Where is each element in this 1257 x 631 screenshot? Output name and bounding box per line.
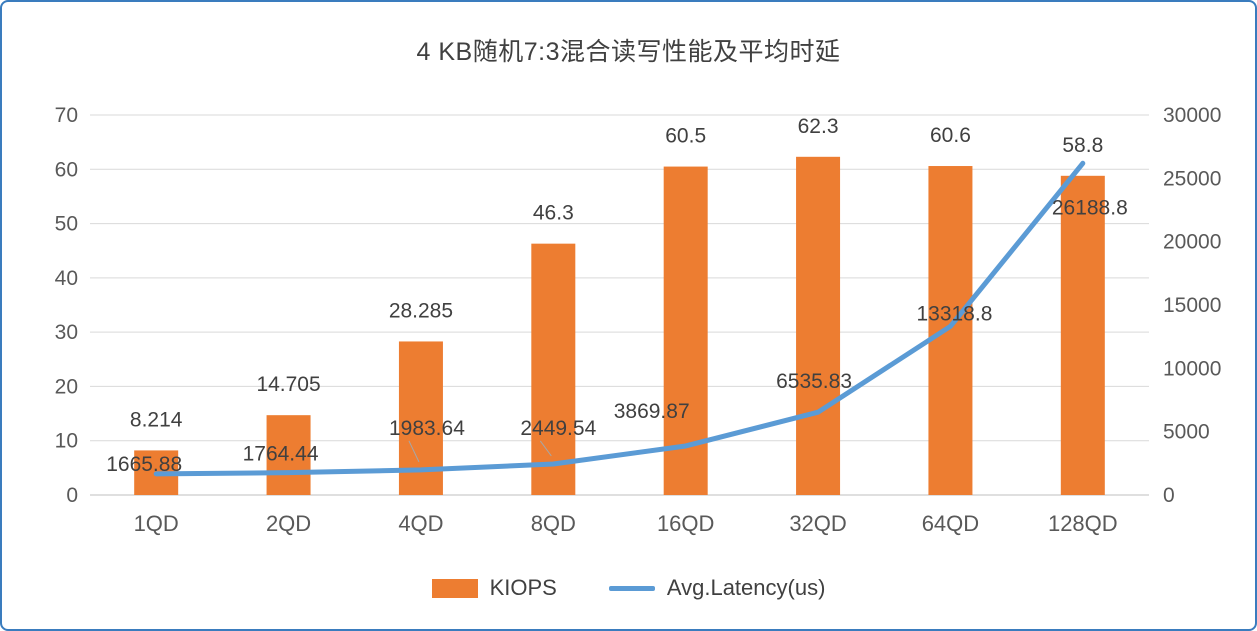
left-axis-tick-label: 70 [55,104,78,127]
label-leader-line [408,440,420,463]
latency-line [153,160,1086,477]
latency-label-16QD: 3869.87 [614,400,690,423]
legend-item-kiops: KIOPS [431,575,557,601]
latency-label-128QD: 26188.8 [1052,196,1128,219]
latency-label-64QD: 13318.8 [916,302,992,325]
kiops-bar-swatch-icon [431,578,478,598]
bar-label-32QD: 62.3 [798,115,839,138]
left-axis-tick-label: 40 [55,267,78,290]
bar-label-2QD: 14.705 [256,373,320,396]
latency-label-2QD: 1764.44 [243,443,319,466]
right-axis-tick-label: 25000 [1163,167,1221,190]
legend-item-latency: Avg.Latency(us) [608,575,826,601]
bar-128QD [1060,175,1105,496]
bar-label-1QD: 8.214 [130,408,183,431]
right-axis-tick-label: 15000 [1163,294,1221,317]
right-axis-tick-label: 30000 [1163,104,1221,127]
legend-latency-label: Avg.Latency(us) [666,575,826,600]
latency-label-1QD: 1665.88 [106,453,182,476]
bar-label-16QD: 60.5 [665,125,706,148]
latency-label-4QD: 1983.64 [389,417,465,440]
right-axis-tick-label: 5000 [1163,421,1210,444]
x-axis-label-32QD: 32QD [789,511,846,536]
latency-label-32QD: 6535.83 [776,370,852,393]
right-axis-tick-label: 20000 [1163,231,1221,254]
left-axis-tick-label: 30 [55,321,78,344]
right-axis-tick-label: 10000 [1163,357,1221,380]
left-axis-tick-label: 50 [55,213,78,236]
label-leader-line [539,440,552,457]
bar-label-4QD: 28.285 [389,299,453,322]
x-axis-label-128QD: 128QD [1048,511,1118,536]
left-axis-tick-label: 20 [55,375,78,398]
latency-line-swatch-icon [608,585,655,591]
x-axis-label-2QD: 2QD [266,511,311,536]
bar-2QD [266,415,311,495]
bar-8QD [531,243,576,495]
left-axis-tick-label: 10 [55,430,78,453]
left-axis-tick-label: 60 [55,158,78,181]
right-axis-tick-label: 0 [1163,484,1175,507]
x-axis-label-64QD: 64QD [922,511,979,536]
legend: KIOPS Avg.Latency(us) [2,575,1255,601]
x-axis-label-16QD: 16QD [657,511,714,536]
x-axis-label-1QD: 1QD [134,511,179,536]
bar-label-128QD: 58.8 [1062,134,1103,157]
x-axis-label-8QD: 8QD [531,511,576,536]
left-axis-tick-label: 0 [66,484,78,507]
legend-kiops-label: KIOPS [489,575,557,600]
bar-32QD [796,156,841,496]
bar-label-8QD: 46.3 [533,202,574,225]
chart-title: 4 KB随机7:3混合读写性能及平均时延 [416,38,841,66]
bar-64QD [928,166,973,495]
latency-label-8QD: 2449.54 [520,417,596,440]
x-axis-label-4QD: 4QD [398,511,443,536]
bar-label-64QD: 60.6 [930,124,971,147]
